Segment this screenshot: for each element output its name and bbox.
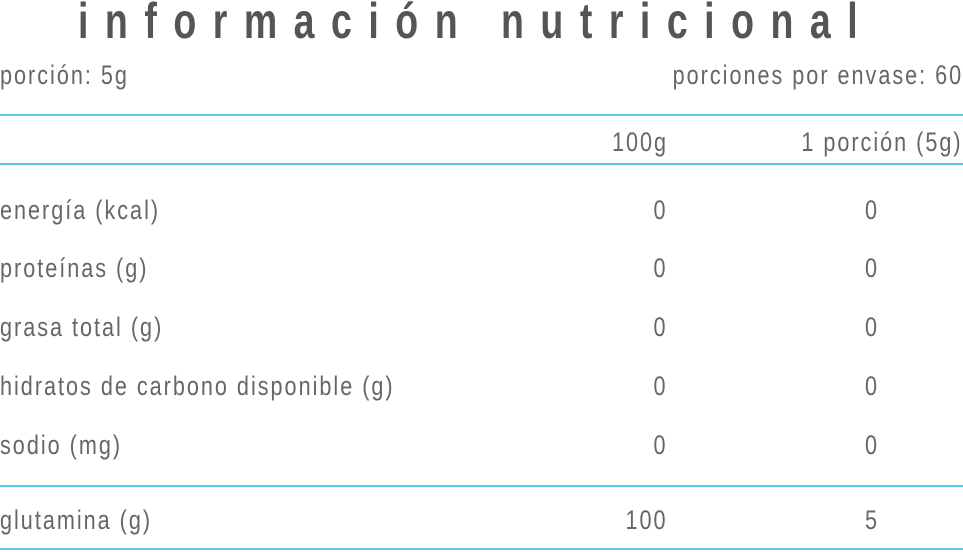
column-header-serving: 1 porción (5g)	[801, 127, 963, 157]
row-label: sodio (mg)	[0, 430, 123, 460]
servings-per-container: porciones por envase: 60	[672, 60, 963, 90]
row-value-100g: 0	[653, 371, 668, 401]
row-value-serving: 0	[864, 371, 880, 401]
divider	[0, 163, 963, 165]
row-value-100g: 0	[653, 312, 668, 342]
row-value-100g: 0	[653, 253, 668, 283]
row-value-serving: 5	[864, 505, 880, 535]
page-title: información nutricional	[78, 0, 875, 49]
row-value-serving: 0	[864, 312, 880, 342]
divider	[0, 485, 963, 487]
row-label: energía (kcal)	[0, 195, 161, 225]
divider	[0, 114, 963, 116]
row-label: glutamina (g)	[0, 505, 153, 535]
divider	[0, 548, 963, 550]
row-value-serving: 0	[864, 253, 880, 283]
serving-size: porción: 5g	[0, 60, 129, 90]
row-label: hidratos de carbono disponible (g)	[0, 371, 395, 401]
row-value-100g: 0	[653, 195, 668, 225]
row-value-serving: 0	[864, 195, 880, 225]
row-value-100g: 100	[625, 505, 668, 535]
row-value-100g: 0	[653, 430, 668, 460]
row-value-serving: 0	[864, 430, 880, 460]
row-label: grasa total (g)	[0, 312, 164, 342]
row-label: proteínas (g)	[0, 253, 149, 283]
column-header-100g: 100g	[611, 127, 668, 157]
